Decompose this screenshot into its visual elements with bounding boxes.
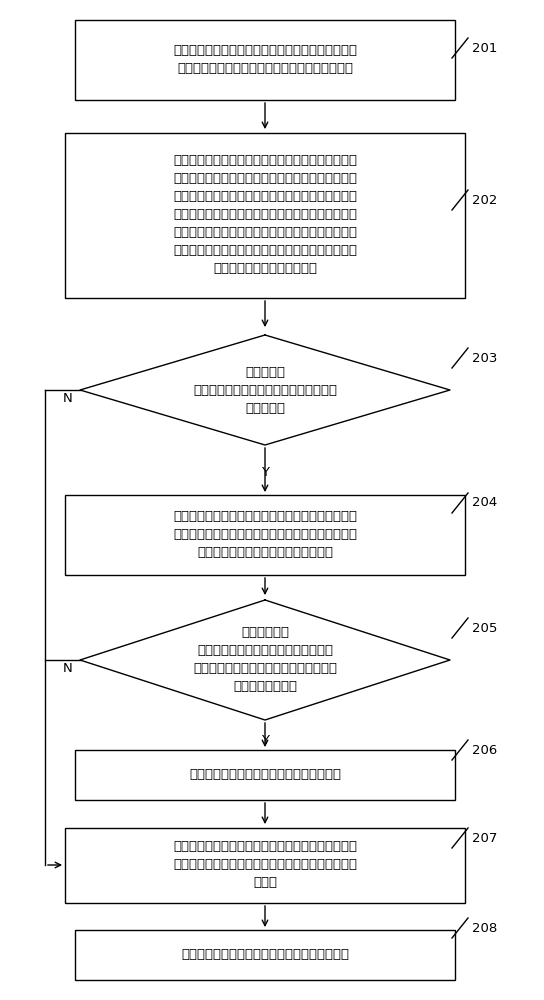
Text: 202: 202: [472, 194, 497, 207]
Text: 将获取到的连续多帧胎儿超声图像中每帧胎儿超声图
像依次输入预先确定出的特征检测模型中进行分析: 将获取到的连续多帧胎儿超声图像中每帧胎儿超声图 像依次输入预先确定出的特征检测模…: [173, 44, 357, 76]
Text: 根据每个疑似
异常结构特征的目标信息，判断该疑似
异常结构特征是否满足预先确定出的异常
结构特征确定条件: 根据每个疑似 异常结构特征的目标信息，判断该疑似 异常结构特征是否满足预先确定出…: [193, 626, 337, 694]
Text: 208: 208: [472, 922, 497, 934]
Text: 获取上述特征检测模型依次输出的分析结果，作为每
帧胎儿超声图像的特征信息，每帧胎儿超声图像的特
征信息包括该胎儿超声图像的部位特征信息以及该胎
儿超声图像的结构: 获取上述特征检测模型依次输出的分析结果，作为每 帧胎儿超声图像的特征信息，每帧胎…: [173, 154, 357, 275]
Text: 206: 206: [472, 744, 497, 756]
Text: 201: 201: [472, 41, 497, 54]
Text: Y: Y: [261, 734, 269, 746]
Polygon shape: [80, 600, 450, 720]
Bar: [75, 750, 455, 800]
Text: 检测每帧胎
儿超声图像的结构特征中是否存在疑似异
常结构特征: 检测每帧胎 儿超声图像的结构特征中是否存在疑似异 常结构特征: [193, 365, 337, 414]
Text: 205: 205: [472, 621, 497, 635]
Text: 203: 203: [472, 352, 497, 364]
Text: 确定每个异常结构特征所对应的切面为异常切面: 确定每个异常结构特征所对应的切面为异常切面: [181, 948, 349, 962]
Text: N: N: [63, 391, 73, 404]
Text: 207: 207: [472, 832, 497, 844]
Text: 确定上述疑似异常结构特征为异常结构特征: 确定上述疑似异常结构特征为异常结构特征: [189, 768, 341, 782]
Bar: [65, 132, 465, 298]
Bar: [65, 828, 465, 902]
Text: 获取每帧胎儿超声图像中的疑似异常结构特征的目标
信息，每个疑似异常结构特征的目标信息用于确定该
疑似异常结构特征是否为异常特征结构: 获取每帧胎儿超声图像中的疑似异常结构特征的目标 信息，每个疑似异常结构特征的目标…: [173, 510, 357, 560]
Bar: [65, 495, 465, 575]
Text: 根据每帧胎儿超声图像的部位特征的类别以及该胎儿
超声图像的结构特征的类别确定该胎儿超声图像对应
的切面: 根据每帧胎儿超声图像的部位特征的类别以及该胎儿 超声图像的结构特征的类别确定该胎…: [173, 840, 357, 890]
Polygon shape: [80, 335, 450, 445]
Text: 204: 204: [472, 496, 497, 510]
Text: Y: Y: [261, 466, 269, 479]
Bar: [75, 930, 455, 980]
Text: N: N: [63, 662, 73, 674]
Bar: [75, 20, 455, 100]
